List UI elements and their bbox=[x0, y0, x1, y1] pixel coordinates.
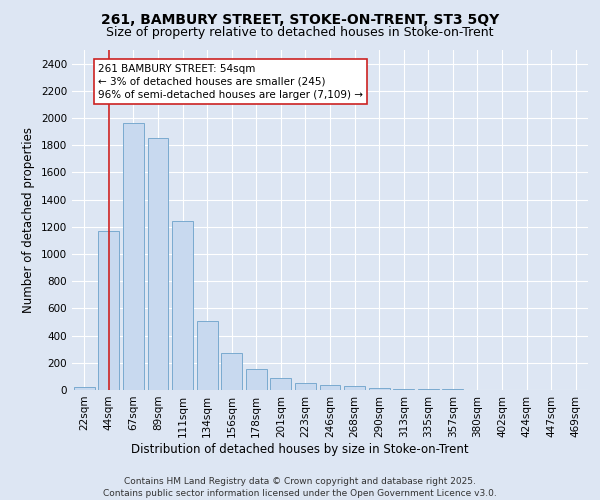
Text: 261, BAMBURY STREET, STOKE-ON-TRENT, ST3 5QY: 261, BAMBURY STREET, STOKE-ON-TRENT, ST3… bbox=[101, 12, 499, 26]
Bar bbox=[172, 220, 193, 390]
Text: Contains HM Land Registry data © Crown copyright and database right 2025.: Contains HM Land Registry data © Crown c… bbox=[124, 478, 476, 486]
Bar bbox=[98, 231, 119, 390]
Bar bbox=[295, 383, 316, 390]
Text: Contains public sector information licensed under the Open Government Licence v3: Contains public sector information licen… bbox=[103, 489, 497, 498]
Text: Distribution of detached houses by size in Stoke-on-Trent: Distribution of detached houses by size … bbox=[131, 442, 469, 456]
Bar bbox=[368, 388, 389, 390]
Bar bbox=[221, 352, 242, 390]
Bar bbox=[148, 138, 169, 390]
Bar bbox=[74, 388, 95, 390]
Bar bbox=[271, 378, 292, 390]
Y-axis label: Number of detached properties: Number of detached properties bbox=[22, 127, 35, 313]
Text: 261 BAMBURY STREET: 54sqm
← 3% of detached houses are smaller (245)
96% of semi-: 261 BAMBURY STREET: 54sqm ← 3% of detach… bbox=[98, 64, 363, 100]
Bar bbox=[320, 385, 340, 390]
Bar bbox=[123, 124, 144, 390]
Bar bbox=[393, 389, 414, 390]
Bar bbox=[246, 369, 267, 390]
Bar bbox=[344, 386, 365, 390]
Bar bbox=[197, 320, 218, 390]
Text: Size of property relative to detached houses in Stoke-on-Trent: Size of property relative to detached ho… bbox=[106, 26, 494, 39]
